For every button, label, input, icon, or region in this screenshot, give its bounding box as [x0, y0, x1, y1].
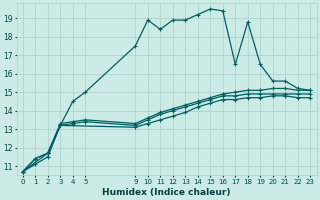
X-axis label: Humidex (Indice chaleur): Humidex (Indice chaleur): [102, 188, 231, 197]
